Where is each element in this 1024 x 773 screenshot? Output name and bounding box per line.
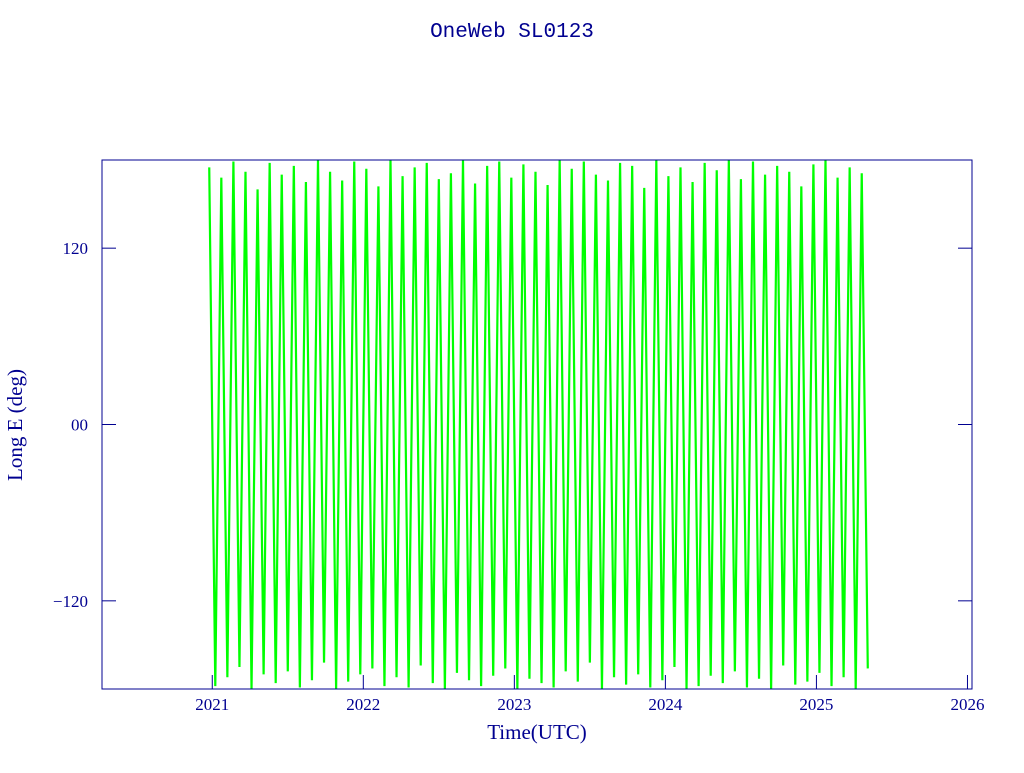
x-tick-label: 2021 (195, 695, 229, 714)
y-axis-label: Long E (deg) (3, 369, 27, 481)
x-tick-label: 2025 (799, 695, 833, 714)
x-axis-label: Time(UTC) (487, 720, 587, 744)
x-tick-label: 2026 (950, 695, 984, 714)
y-tick-label: −120 (53, 592, 88, 611)
plot-area (208, 159, 869, 690)
x-tick-label: 2024 (648, 695, 683, 714)
chart-title: OneWeb SL0123 (430, 21, 594, 44)
data-line (208, 159, 869, 690)
y-tick-label: 120 (63, 239, 89, 258)
x-tick-label: 2022 (346, 695, 380, 714)
y-tick-label: 00 (71, 416, 88, 435)
x-tick-label: 2023 (497, 695, 531, 714)
